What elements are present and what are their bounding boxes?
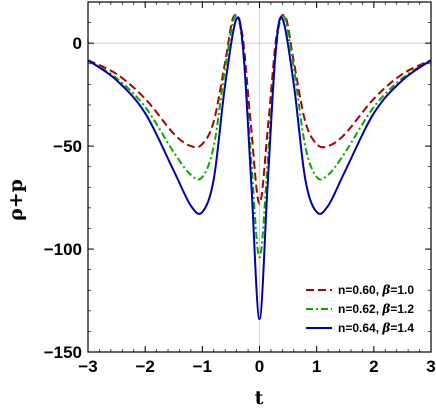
x-tick-label: −2 bbox=[135, 357, 154, 376]
y-tick-label: −100 bbox=[44, 240, 82, 259]
reference-lines bbox=[88, 2, 431, 352]
legend: n=0.60, β=1.0 n=0.62, β=1.2 n=0.64, β=1.4 bbox=[306, 283, 414, 335]
legend-label-1: n=0.60, β=1.0 bbox=[338, 283, 414, 297]
series-line-3 bbox=[87, 16, 432, 321]
y-tick-label: −150 bbox=[44, 343, 82, 362]
x-tick-label: 1 bbox=[312, 357, 321, 376]
legend-label-2: n=0.62, β=1.2 bbox=[338, 302, 414, 316]
series-layer bbox=[87, 13, 432, 321]
y-tick-label: 0 bbox=[73, 34, 82, 53]
x-tick-label: 3 bbox=[426, 357, 435, 376]
legend-label-3: n=0.64, β=1.4 bbox=[338, 321, 414, 335]
x-tick-label: 2 bbox=[369, 357, 378, 376]
x-tick-label: −1 bbox=[193, 357, 212, 376]
y-axis-title: ρ+p bbox=[5, 179, 27, 221]
axis-ticks: −3 −2 −1 0 1 2 3 0 −50 −100 −150 bbox=[44, 1, 436, 376]
series-line-2 bbox=[87, 14, 432, 259]
series-line-1 bbox=[87, 13, 432, 205]
x-tick-label: −3 bbox=[78, 357, 97, 376]
x-tick-label: 0 bbox=[255, 357, 264, 376]
y-tick-label: −50 bbox=[53, 137, 82, 156]
x-axis-title: t bbox=[255, 387, 264, 409]
